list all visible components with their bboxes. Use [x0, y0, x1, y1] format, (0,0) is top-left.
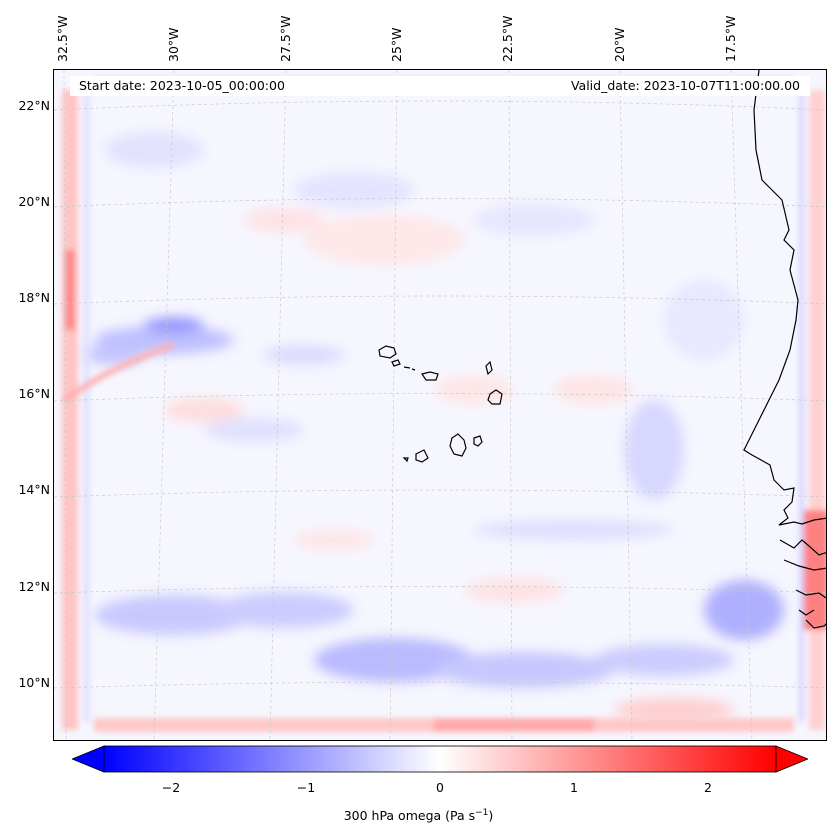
- lat-tick-label: 12°N: [18, 579, 50, 594]
- colorbar-extend-low: [72, 745, 105, 773]
- colorbar-tick-label: 0: [436, 780, 444, 795]
- start-date-label: Start date: 2023-10-05_00:00:00: [79, 78, 285, 93]
- lon-tick-label: 25°W: [389, 27, 404, 62]
- colorbar: [72, 745, 808, 773]
- graticule: [54, 70, 826, 740]
- colorbar-tick-label: −1: [296, 780, 316, 795]
- colorbar-body: [103, 745, 777, 773]
- omega-field-map: [54, 70, 826, 740]
- lat-tick-label: 10°N: [18, 675, 50, 690]
- colorbar-label: 300 hPa omega (Pa s−1): [343, 808, 494, 824]
- lon-tick-label: 22.5°W: [500, 15, 515, 62]
- info-banner: [70, 76, 810, 96]
- lon-tick-label: 27.5°W: [278, 15, 293, 62]
- colorbar-tick-label: 1: [570, 780, 578, 795]
- valid-date-label: Valid_date: 2023-10-07T11:00:00.00: [570, 78, 800, 93]
- lat-tick-label: 16°N: [18, 386, 50, 401]
- lon-tick-label: 17.5°W: [723, 15, 738, 62]
- map-panel: [53, 69, 827, 741]
- coastline: [378, 70, 826, 629]
- lon-tick-label: 32.5°W: [55, 15, 70, 62]
- colorbar-tick-label: 2: [704, 780, 712, 795]
- lon-tick-label: 20°W: [612, 27, 627, 62]
- lat-tick-label: 22°N: [18, 98, 50, 113]
- lat-tick-label: 18°N: [18, 290, 50, 305]
- lon-tick-label: 30°W: [166, 27, 181, 62]
- lat-tick-label: 20°N: [18, 194, 50, 209]
- colorbar-tick-label: −2: [161, 780, 181, 795]
- lat-tick-label: 14°N: [18, 482, 50, 497]
- colorbar-extend-high: [775, 745, 808, 773]
